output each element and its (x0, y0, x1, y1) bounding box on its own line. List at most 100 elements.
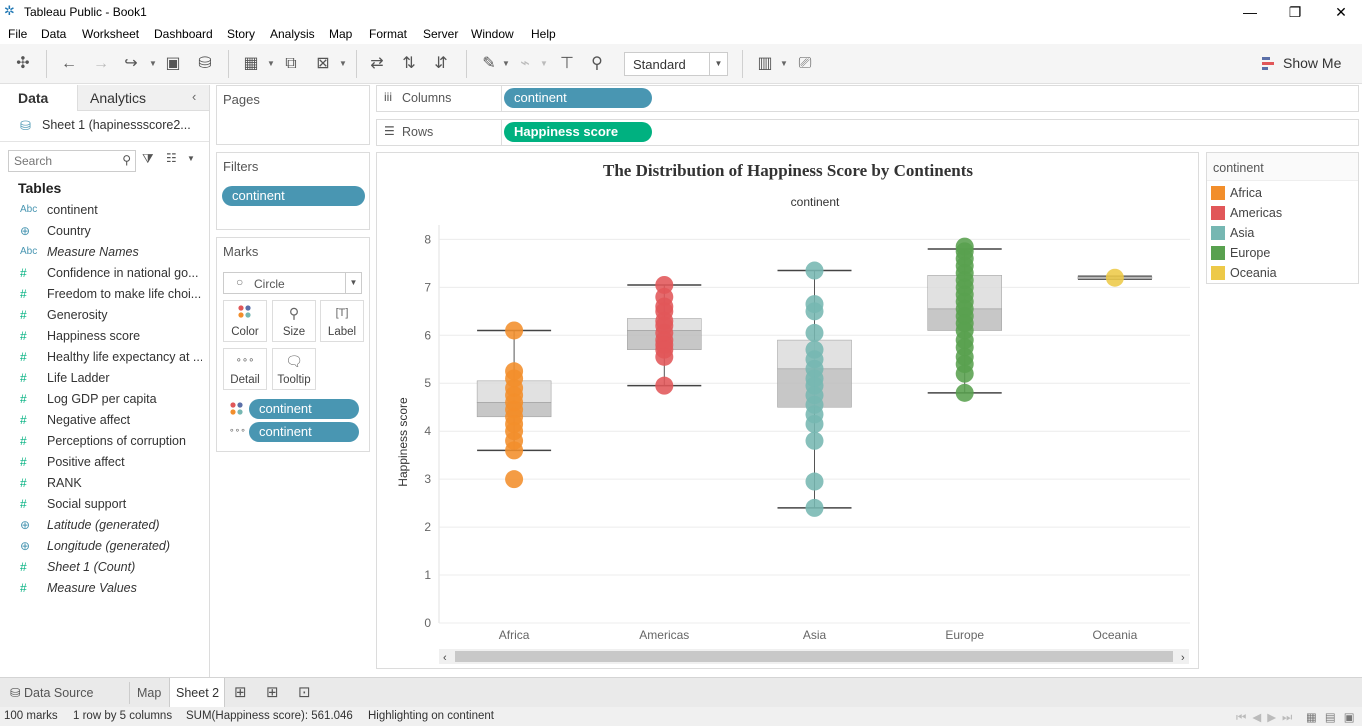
rows-pill-happiness-score[interactable]: Happiness score (504, 122, 652, 142)
close-icon[interactable]: ✕ (1335, 4, 1347, 20)
tooltip-button[interactable]: 🗨 Tooltip (272, 348, 316, 390)
horizontal-scrollbar[interactable]: ‹ › (439, 649, 1189, 664)
legend-label: Americas (1230, 206, 1283, 220)
search-field[interactable]: ⚲ (8, 150, 136, 172)
field-item[interactable]: ⊕ Longitude (generated) (0, 537, 209, 558)
show-cards-icon[interactable]: ▥ (757, 55, 773, 72)
tab-sheet-2[interactable]: Sheet 2 (169, 678, 225, 708)
tableau-home-icon[interactable]: ✣ (16, 55, 30, 72)
menu-window[interactable]: Window (471, 27, 514, 41)
tab-data[interactable]: Data (18, 90, 49, 106)
duplicate-sheet-icon[interactable]: ⧉ (285, 55, 297, 72)
field-item[interactable]: # Negative affect (0, 411, 209, 432)
clear-sheet-icon[interactable]: ⊠ (316, 55, 330, 72)
new-worksheet-icon[interactable]: ▦ (243, 55, 259, 72)
undo-icon[interactable]: ← (61, 55, 77, 72)
field-item[interactable]: # Sheet 1 (Count) (0, 558, 209, 579)
color-legend[interactable]: continent Africa Americas Asia Europe Oceani… (1206, 152, 1359, 284)
data-point (805, 498, 824, 517)
replay-icon[interactable]: ↪ (124, 55, 138, 72)
menu-help[interactable]: Help (531, 27, 556, 41)
menu-format[interactable]: Format (369, 27, 408, 41)
filter-icon[interactable]: ⧩ (142, 151, 154, 166)
new-datasource-icon[interactable]: ⛁ (198, 55, 212, 72)
size-button[interactable]: ⚲ Size (272, 300, 316, 342)
field-item[interactable]: # Log GDP per capita (0, 390, 209, 411)
fix-axes-icon[interactable]: ⚲ (591, 55, 603, 72)
restore-icon[interactable]: ❐ (1288, 4, 1302, 20)
sheet-navigation-icon[interactable]: ⏮◀▶⏭ (1236, 712, 1299, 724)
datasource-name[interactable]: Sheet 1 (hapinessscore2... (42, 118, 191, 132)
sort-descending-icon[interactable]: ⇵ (434, 55, 448, 72)
group-members-icon[interactable]: ⌁ (520, 55, 530, 72)
menu-file[interactable]: File (8, 27, 28, 41)
detail-label: Detail (230, 374, 260, 386)
view-options-icon[interactable]: ☷ (166, 151, 177, 165)
pages-shelf[interactable]: Pages (216, 85, 370, 145)
redo-icon[interactable]: → (93, 55, 109, 72)
detail-button[interactable]: ∘∘∘ Detail (223, 348, 267, 390)
mark-type-dropdown[interactable]: ○ Circle ▼ (223, 272, 362, 294)
menu-dashboard[interactable]: Dashboard (154, 27, 213, 41)
tab-data-source[interactable]: Data Source (24, 686, 94, 700)
size-label: Size (282, 326, 306, 338)
y-tick-label: 3 (424, 472, 431, 486)
menu-data[interactable]: Data (41, 27, 67, 41)
field-name: Country (47, 224, 91, 238)
marks-pill-detail-continent[interactable]: continent (249, 422, 359, 442)
new-dashboard-icon[interactable]: ⊞ (266, 684, 279, 701)
field-item[interactable]: # Confidence in national go... (0, 264, 209, 285)
rows-shelf[interactable]: ☰ Rows Happiness score (376, 119, 1359, 146)
field-item[interactable]: # Measure Values (0, 579, 209, 600)
filter-pill-continent[interactable]: continent (222, 186, 365, 206)
search-input[interactable] (14, 153, 119, 169)
tab-analytics[interactable]: Analytics (90, 90, 147, 106)
field-item[interactable]: # Healthy life expectancy at ... (0, 348, 209, 369)
field-item[interactable]: # Generosity (0, 306, 209, 327)
field-item[interactable]: # Social support (0, 495, 209, 516)
worksheet-view[interactable]: The Distribution of Happiness Score by C… (376, 152, 1199, 669)
menu-analysis[interactable]: Analysis (270, 27, 315, 41)
show-me-button[interactable]: Show Me (1262, 54, 1354, 74)
sort-ascending-icon[interactable]: ⇅ (402, 55, 416, 72)
collapse-pane-icon[interactable]: ‹ (192, 89, 197, 104)
field-item[interactable]: # Life Ladder (0, 369, 209, 390)
minimize-icon[interactable]: — (1243, 4, 1257, 20)
field-item[interactable]: # Perceptions of corruption (0, 432, 209, 453)
search-icon: ⚲ (122, 153, 131, 167)
columns-pill-continent[interactable]: continent (504, 88, 652, 108)
view-layout-icon[interactable]: ▦▤▣ (1306, 712, 1362, 724)
new-worksheet-icon[interactable]: ⊞ (234, 684, 247, 701)
highlight-icon[interactable]: ✎ (482, 55, 496, 72)
presentation-mode-icon[interactable]: ⎚ (798, 55, 812, 72)
fit-dropdown[interactable]: Standard ▼ (624, 52, 728, 76)
menu-worksheet[interactable]: Worksheet (82, 27, 140, 41)
field-item[interactable]: # Freedom to make life choi... (0, 285, 209, 306)
field-item[interactable]: # Positive affect (0, 453, 209, 474)
field-item[interactable]: # RANK (0, 474, 209, 495)
swap-rows-columns-icon[interactable]: ⇄ (370, 55, 384, 72)
show-mark-labels-icon[interactable]: ⊤ (560, 55, 574, 72)
menu-server[interactable]: Server (423, 27, 459, 41)
filters-shelf[interactable]: Filters continent (216, 152, 370, 230)
marks-pill-color-continent[interactable]: continent (249, 399, 359, 419)
boxplot-chart: The Distribution of Happiness Score by C… (396, 161, 1190, 664)
menu-story[interactable]: Story (227, 27, 256, 41)
data-point (805, 302, 824, 321)
label-button[interactable]: [T] Label (320, 300, 364, 342)
field-item[interactable]: Abc Measure Names (0, 243, 209, 264)
columns-shelf[interactable]: iii Columns continent (376, 85, 1359, 112)
field-item[interactable]: Abc continent (0, 201, 209, 222)
data-point (1105, 268, 1124, 287)
sheet-tab-bar: ⛁ Data Source Map Sheet 2 ⊞ ⊞ ⊡ (0, 677, 1362, 708)
menu-bar: File Data Worksheet Dashboard Story Anal… (0, 24, 1362, 44)
field-item[interactable]: # Happiness score (0, 327, 209, 348)
color-button[interactable]: Color (223, 300, 267, 342)
chevron-down-icon[interactable]: ▼ (187, 154, 195, 163)
new-story-icon[interactable]: ⊡ (298, 684, 311, 701)
tab-map[interactable]: Map (137, 686, 162, 700)
field-item[interactable]: ⊕ Latitude (generated) (0, 516, 209, 537)
menu-map[interactable]: Map (329, 27, 353, 41)
field-item[interactable]: ⊕ Country (0, 222, 209, 243)
save-icon[interactable]: ▣ (165, 55, 181, 72)
